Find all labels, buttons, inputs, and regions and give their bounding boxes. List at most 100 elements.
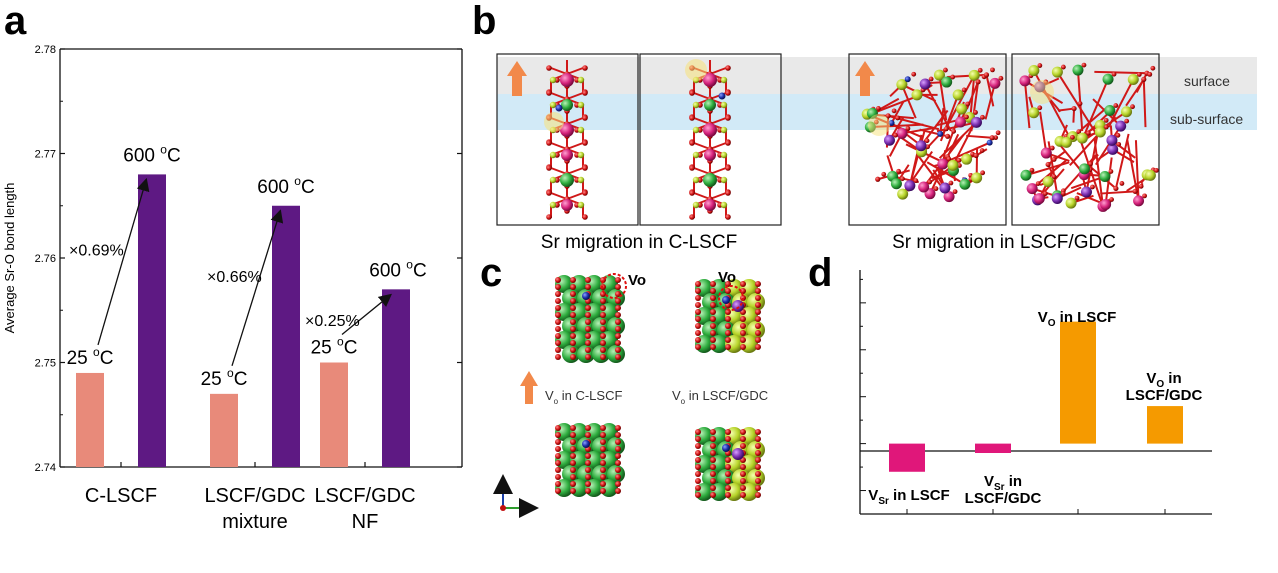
- oxygen-atom: [755, 330, 761, 336]
- bond: [1134, 140, 1140, 201]
- metal-atom: [720, 176, 728, 184]
- cation-atom: [1094, 126, 1106, 138]
- oxygen-atom: [946, 156, 952, 162]
- metal-atom: [577, 76, 585, 84]
- cation-atom: [1144, 169, 1156, 181]
- oxygen-atom: [615, 432, 621, 438]
- oxygen-atom: [1085, 130, 1091, 136]
- subsurface-label: sub-surface: [1170, 111, 1243, 127]
- oxygen-atom: [710, 464, 716, 470]
- migrating-sr-glow: [1030, 80, 1054, 104]
- oxygen-atom: [881, 171, 887, 177]
- oxygen-atom: [585, 432, 591, 438]
- oxygen-atom: [1138, 183, 1144, 189]
- b-site-atom: [722, 444, 730, 452]
- network-structure: [1019, 62, 1159, 212]
- cation-atom: [1076, 132, 1088, 144]
- cation-atom: [943, 191, 955, 203]
- oxygen-atom: [555, 474, 561, 480]
- cation-atom: [890, 178, 902, 190]
- bond: [900, 84, 917, 119]
- oxygen-atom: [570, 446, 576, 452]
- oxygen-atom: [725, 165, 731, 171]
- oxygen-atom: [740, 471, 746, 477]
- oxygen-atom: [615, 312, 621, 318]
- migration-arrow-2: [855, 61, 875, 96]
- oxygen-atom: [555, 305, 561, 311]
- bar-label-rest-3: in: [1164, 370, 1182, 387]
- metal-atom: [692, 151, 700, 159]
- bar-label-rest-0: in LSCF: [889, 487, 950, 504]
- oxygen-atom: [740, 316, 746, 322]
- oxygen-atom: [725, 330, 731, 336]
- label-25c-2-unit: C: [344, 338, 358, 359]
- label-25c-0: 25 oC: [67, 345, 114, 369]
- increase-arrow-1: [231, 209, 284, 367]
- metal-atom: [692, 201, 700, 209]
- oxygen-atom: [585, 319, 591, 325]
- cation-atom: [989, 77, 1001, 89]
- oxygen-atom: [725, 90, 731, 96]
- cation-atom: [1033, 193, 1045, 205]
- oxygen-atom: [740, 429, 746, 435]
- cation-atom: [1028, 107, 1040, 119]
- oxygen-atom: [582, 190, 588, 196]
- oxygen-atom: [695, 485, 701, 491]
- oxygen-atom: [585, 284, 591, 290]
- label-600c-0-unit: C: [167, 145, 181, 166]
- oxygen-atom: [600, 340, 606, 346]
- oxygen-atom: [725, 457, 731, 463]
- oxygen-atom: [1037, 63, 1043, 68]
- oxygen-atom: [1077, 101, 1083, 106]
- oxygen-atom: [973, 110, 978, 115]
- oxygen-atom: [615, 354, 621, 360]
- oxygen-atom: [546, 140, 552, 146]
- oxygen-atom: [725, 281, 731, 287]
- cation-atom: [989, 135, 995, 141]
- metal-atom: [549, 101, 557, 109]
- oxygen-atom: [725, 190, 731, 196]
- cation-atom: [1115, 120, 1127, 132]
- bar-0: [889, 443, 925, 472]
- label-25c-0-unit: C: [100, 348, 114, 369]
- oxygen-atom: [1124, 118, 1130, 124]
- oxygen-atom: [615, 347, 621, 353]
- oxygen-atom: [570, 291, 576, 297]
- oxygen-atom: [979, 148, 985, 153]
- oxygen-atom: [725, 492, 731, 498]
- oxygen-atom: [570, 488, 576, 494]
- cation-atom: [1020, 169, 1032, 181]
- cation-atom: [1102, 73, 1114, 85]
- oxygen-atom: [582, 90, 588, 96]
- oxygen-atom: [1130, 104, 1135, 110]
- oxygen-atom: [585, 333, 591, 339]
- oxygen-atom: [725, 344, 731, 350]
- bond: [984, 83, 996, 120]
- bond: [1093, 138, 1104, 207]
- oxygen-atom: [755, 485, 761, 491]
- oxygen-atom: [740, 492, 746, 498]
- oxygen-atom: [725, 214, 731, 220]
- oxygen-atom: [585, 326, 591, 332]
- oxygen-atom: [710, 330, 716, 336]
- cation-atom: [1099, 170, 1111, 182]
- oxygen-atom: [695, 330, 701, 336]
- oxygen-atom: [689, 165, 695, 171]
- oxygen-atom: [615, 474, 621, 480]
- oxygen-atom: [695, 429, 701, 435]
- oxygen-atom: [740, 464, 746, 470]
- oxygen-atom: [689, 115, 695, 121]
- panel-d-bars: [889, 321, 1183, 472]
- cation-atom: [971, 172, 983, 184]
- oxygen-atom: [555, 460, 561, 466]
- oxygen-atom: [695, 323, 701, 329]
- oxygen-atom: [710, 281, 716, 287]
- metal-atom: [720, 126, 728, 134]
- cation-atom: [1019, 75, 1031, 87]
- oxygen-atom: [755, 302, 761, 308]
- label-25c-0-value: 25: [67, 348, 93, 369]
- category-label-2: LSCF/GDC: [314, 485, 415, 507]
- cation-atom: [983, 72, 990, 78]
- oxygen-atom: [695, 450, 701, 456]
- oxygen-atom: [1111, 71, 1117, 77]
